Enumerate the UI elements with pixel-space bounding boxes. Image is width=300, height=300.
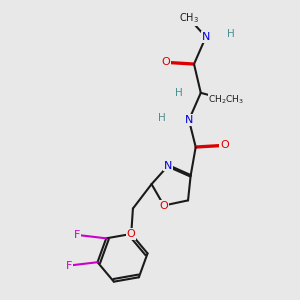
Text: H: H	[175, 88, 183, 98]
Text: CH$_2$CH$_3$: CH$_2$CH$_3$	[208, 93, 244, 106]
Text: F: F	[65, 261, 72, 271]
Text: N: N	[164, 161, 172, 171]
Text: O: O	[220, 140, 229, 150]
Text: H: H	[158, 113, 166, 123]
Text: H: H	[227, 28, 235, 39]
Text: N: N	[185, 115, 193, 125]
Text: F: F	[74, 230, 81, 240]
Text: N: N	[202, 32, 210, 42]
Text: CH$_3$: CH$_3$	[179, 11, 199, 25]
Text: O: O	[162, 57, 171, 68]
Text: O: O	[127, 229, 136, 239]
Text: O: O	[160, 200, 168, 211]
